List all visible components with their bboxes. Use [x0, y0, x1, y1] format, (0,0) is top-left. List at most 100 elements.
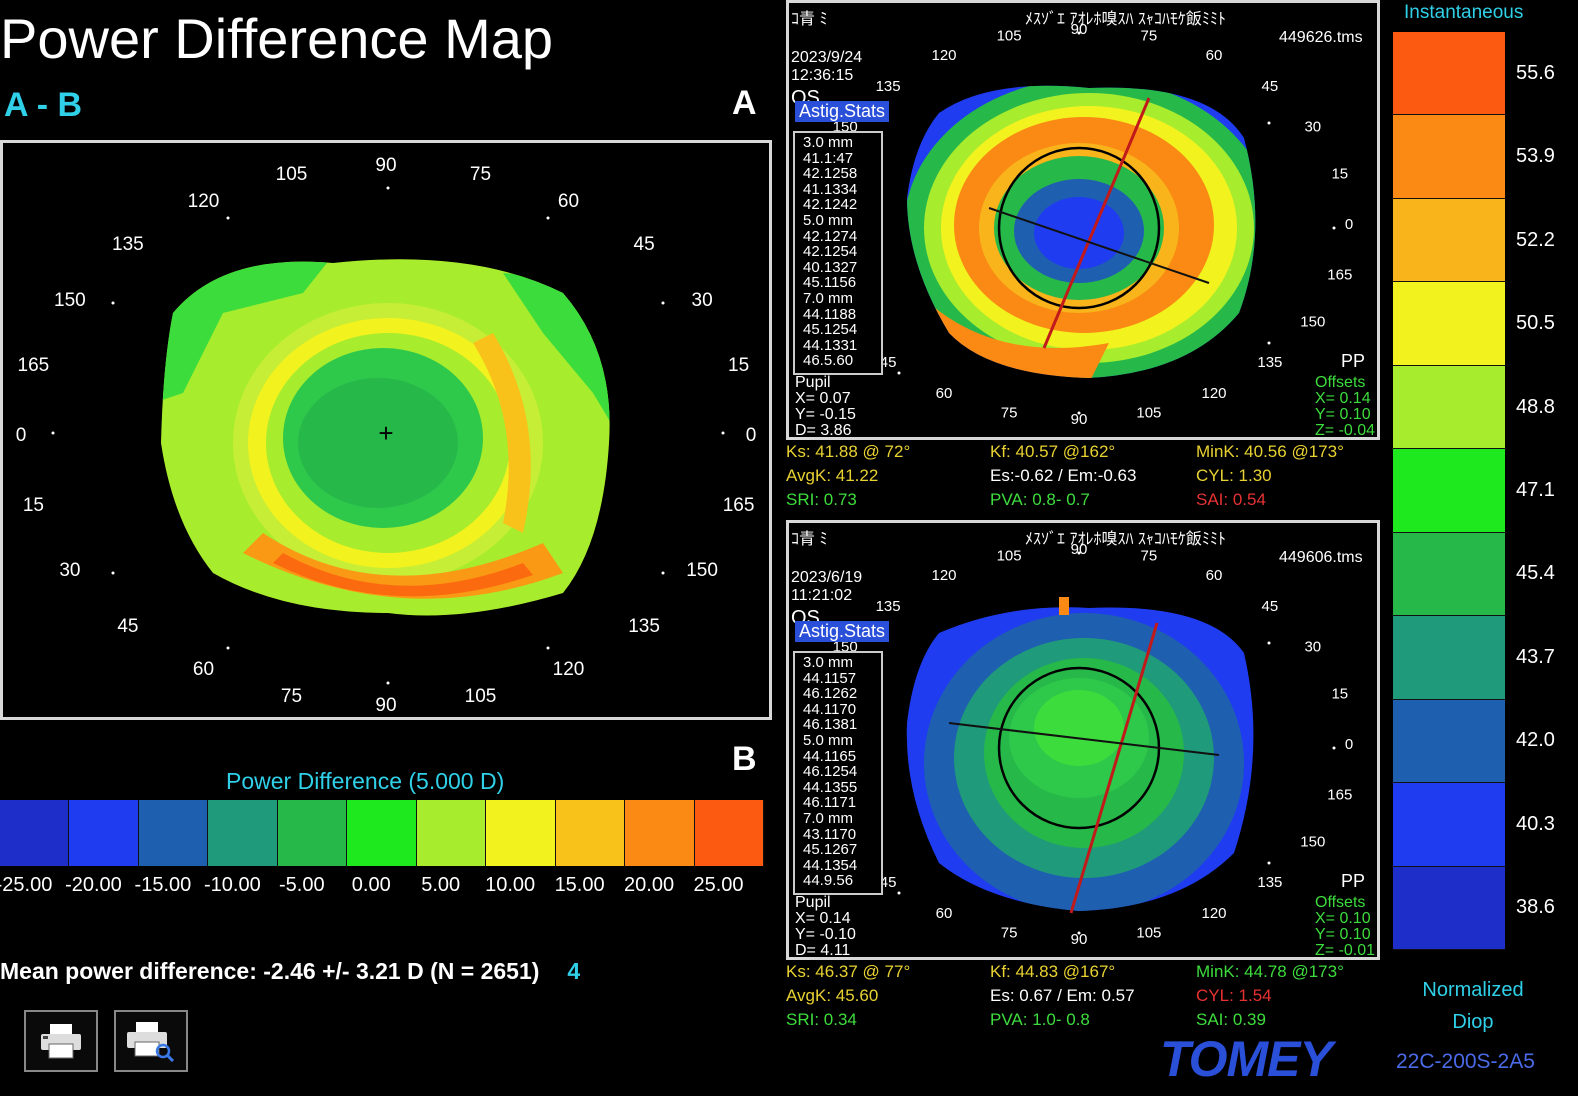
map-b-offsets-x: X= 0.10: [1315, 910, 1371, 927]
map-a-offsets: Offsets X= 0.14 Y= 0.10 Z= -0.04: [1315, 375, 1375, 439]
stats-value: 42.1274: [803, 227, 858, 245]
colorbar-label: -5.00: [279, 874, 325, 896]
colorbar-label: -20.00: [65, 874, 122, 896]
stats-value: 46.1381: [803, 716, 858, 734]
label-a: A: [732, 84, 757, 122]
axis-label: 90: [1071, 931, 1088, 948]
axis-label: 90: [375, 695, 396, 716]
scale-label: 48.8: [1516, 395, 1555, 418]
axis-label: 135: [1257, 874, 1282, 891]
map-a-panel: 0153045607590105120135150165015304560759…: [786, 0, 1380, 440]
colorbar-label: 5.00: [421, 874, 461, 896]
map-b-es: Es: 0.67 / Em: 0.57: [990, 986, 1135, 1005]
map-b-pupil-x: X= 0.14: [795, 910, 851, 927]
stats-value: 45.1254: [803, 321, 858, 339]
map-b-name: ﾒｽｿﾞｴ ｱｵﾚﾎ嗅ｽﾊ ｽｬｺﾊﾓｹ飯ﾐﾐﾄ: [1025, 531, 1226, 548]
axis-label: 30: [59, 560, 80, 581]
map-a-stats-list: 3.0 mm 41.1:47 42.1258 41.1334 42.1242 5.0 mm…: [795, 133, 881, 371]
axis-label: 45: [880, 354, 897, 371]
map-b-offsets-label: Offsets: [1315, 894, 1366, 911]
stats-value: 42.1254: [803, 243, 858, 261]
axis-label: 120: [1201, 905, 1226, 922]
axis-label: 60: [936, 385, 953, 402]
colorbar-title: Power Difference (5.000 D): [226, 768, 505, 794]
axis-label: 105: [276, 164, 308, 185]
axis-label: 60: [558, 191, 579, 212]
scale-swatch: [1393, 616, 1505, 700]
stats-value: 44.1331: [803, 336, 858, 354]
map-b-topography: 0153045607590105120135150165015304560759…: [805, 541, 1353, 948]
axis-label: 165: [18, 355, 50, 376]
map-a-ks: Ks: 41.88 @ 72°: [786, 442, 911, 461]
stats-value: 43.1170: [803, 825, 857, 843]
scale-footer-diop: Diop: [1452, 1011, 1494, 1033]
scale-swatch: [1393, 282, 1505, 366]
axis-label: 45: [1262, 78, 1279, 95]
axis-label: 60: [1206, 47, 1223, 64]
stats-value: 45.1267: [803, 841, 858, 859]
scale-label: 42.0: [1516, 729, 1555, 752]
axis-label: 45: [1262, 598, 1279, 615]
colorbar-swatch: [277, 800, 348, 866]
axis-label: 165: [1327, 267, 1352, 284]
scale-swatch: [1393, 365, 1505, 450]
map-b-file: 449606.tms: [1279, 549, 1363, 566]
axis-label: 15: [728, 355, 749, 376]
colorbar-label: 15.00: [554, 874, 605, 896]
map-a-date: 2023/9/24: [791, 49, 863, 66]
scale-swatch: [1393, 198, 1505, 283]
colorbar-label: -15.00: [134, 874, 192, 896]
scale-swatch: [1393, 32, 1505, 116]
stats-value: 46.5.60: [803, 352, 854, 370]
scale-label: 43.7: [1516, 645, 1555, 668]
difference-map-dots: [51, 186, 725, 685]
scale-label: 38.6: [1516, 896, 1555, 919]
axis-label: 135: [112, 234, 144, 255]
axis-label: 0: [16, 425, 27, 446]
axis-label: 15: [1331, 166, 1348, 183]
difference-map-panel: + 0 15 30 45 60 75 90 105 120 135 150 165 0 15 30 45 60 7…: [0, 140, 772, 720]
stats-value: 5.0 mm: [803, 731, 854, 749]
print-icon: [41, 1024, 81, 1059]
map-b-sri: SRI: 0.34: [786, 1010, 857, 1029]
scale-label: 47.1: [1516, 479, 1555, 501]
map-b-pupil-label: Pupil: [795, 894, 831, 911]
print-button[interactable]: [24, 1010, 98, 1072]
axis-label: 165: [1327, 787, 1352, 804]
colorbar-swatch: [347, 800, 417, 866]
mean-text: Mean power difference: -2.46 +/- 3.21 D …: [0, 958, 540, 984]
mean-power-difference: Mean power difference: -2.46 +/- 3.21 D …: [0, 958, 580, 985]
scale-swatch: [1393, 449, 1505, 533]
map-a-offsets-label: Offsets: [1315, 374, 1366, 391]
colorbar-swatch: [69, 800, 139, 866]
colorbar-swatch: [625, 800, 695, 866]
axis-label: 150: [1300, 834, 1325, 851]
map-a-pupil-y: Y= -0.15: [795, 406, 856, 423]
map-b-astig-stats-tab[interactable]: Astig.Stats: [795, 621, 890, 642]
map-b-panel: 0153045607590105120135150165015304560759…: [786, 520, 1380, 960]
axis-label: 135: [1257, 354, 1282, 371]
axis-label: 105: [997, 28, 1022, 45]
stats-value: 3.0 mm: [803, 134, 854, 151]
colorbar-swatch: [0, 800, 70, 866]
axis-label: 90: [1071, 541, 1088, 558]
scale-label: 53.9: [1516, 145, 1555, 168]
map-a-astig-stats-tab[interactable]: Astig.Stats: [795, 101, 890, 122]
map-b-offsets: Offsets X= 0.10 Y= 0.10 Z= -0.01: [1315, 895, 1375, 959]
map-b-cyl: CYL: 1.54: [1196, 986, 1272, 1005]
axis-label: 120: [1201, 385, 1226, 402]
map-b-sai: SAI: 0.39: [1196, 1010, 1266, 1029]
colorbar-label: -25.00: [0, 874, 53, 896]
map-b-pupil: Pupil X= 0.14 Y= -0.10 D= 4.11: [795, 895, 856, 959]
axis-label: 135: [628, 616, 660, 637]
axis-label: 75: [281, 686, 302, 707]
map-b-ks: Ks: 46.37 @ 77°: [786, 962, 911, 981]
scale-label: 52.2: [1516, 228, 1555, 251]
stats-value: 5.0 mm: [803, 211, 854, 229]
map-a-mink: MinK: 40.56 @173°: [1196, 442, 1344, 461]
stats-value: 46.1171: [803, 794, 857, 812]
instantaneous-scale: [1393, 32, 1505, 950]
colorbar-label: 20.00: [624, 874, 675, 896]
map-b-pp: PP: [1341, 871, 1366, 891]
print-preview-button[interactable]: [114, 1010, 188, 1072]
